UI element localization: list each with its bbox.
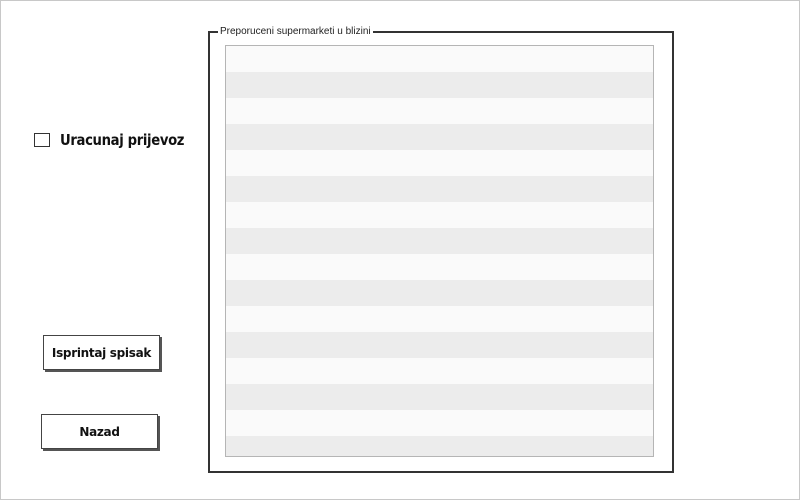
list-row[interactable] <box>226 46 653 72</box>
back-button[interactable]: Nazad <box>41 414 158 449</box>
list-row[interactable] <box>226 124 653 150</box>
include-transport-checkbox[interactable]: Uracunaj prijevoz <box>34 131 201 149</box>
list-row[interactable] <box>226 228 653 254</box>
list-row[interactable] <box>226 384 653 410</box>
print-list-button[interactable]: Isprintaj spisak <box>43 335 160 370</box>
list-row[interactable] <box>226 72 653 98</box>
checkbox-box[interactable] <box>34 133 50 147</box>
supermarkets-list[interactable] <box>225 45 654 457</box>
list-row[interactable] <box>226 410 653 436</box>
list-row[interactable] <box>226 436 653 456</box>
list-row[interactable] <box>226 176 653 202</box>
list-row[interactable] <box>226 332 653 358</box>
list-row[interactable] <box>226 280 653 306</box>
supermarkets-group: Preporuceni supermarketi u blizini <box>208 25 674 473</box>
list-row[interactable] <box>226 98 653 124</box>
list-row[interactable] <box>226 306 653 332</box>
supermarkets-group-legend: Preporuceni supermarketi u blizini <box>218 25 373 39</box>
list-row[interactable] <box>226 358 653 384</box>
list-row[interactable] <box>226 202 653 228</box>
list-row[interactable] <box>226 254 653 280</box>
list-row[interactable] <box>226 150 653 176</box>
include-transport-label: Uracunaj prijevoz <box>60 131 185 149</box>
